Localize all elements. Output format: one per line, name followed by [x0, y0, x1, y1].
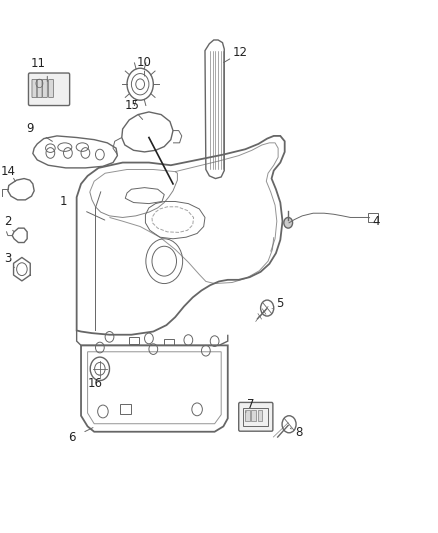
- Bar: [368, 213, 378, 222]
- FancyBboxPatch shape: [37, 79, 42, 98]
- Text: 2: 2: [4, 215, 12, 228]
- Text: 6: 6: [68, 431, 76, 443]
- Text: 10: 10: [137, 56, 152, 69]
- Bar: [245, 410, 250, 421]
- Text: 3: 3: [4, 252, 11, 265]
- FancyBboxPatch shape: [32, 79, 37, 98]
- Text: 16: 16: [88, 377, 103, 390]
- FancyBboxPatch shape: [28, 73, 70, 106]
- Text: 1: 1: [60, 195, 67, 208]
- Text: 4: 4: [372, 215, 380, 228]
- FancyBboxPatch shape: [42, 79, 47, 98]
- Text: 14: 14: [0, 165, 15, 178]
- Bar: [129, 337, 139, 344]
- Text: 5: 5: [276, 297, 283, 310]
- Bar: [258, 410, 262, 421]
- FancyBboxPatch shape: [239, 402, 273, 431]
- Circle shape: [284, 217, 293, 228]
- Bar: [164, 339, 174, 345]
- FancyBboxPatch shape: [49, 79, 53, 98]
- Text: 15: 15: [125, 99, 140, 112]
- Text: 9: 9: [26, 123, 34, 135]
- Bar: [251, 410, 256, 421]
- Bar: [243, 408, 268, 426]
- Text: 7: 7: [247, 398, 254, 410]
- Text: 8: 8: [295, 426, 302, 439]
- Bar: [120, 404, 131, 414]
- Text: 12: 12: [233, 46, 247, 59]
- Text: 11: 11: [31, 58, 46, 70]
